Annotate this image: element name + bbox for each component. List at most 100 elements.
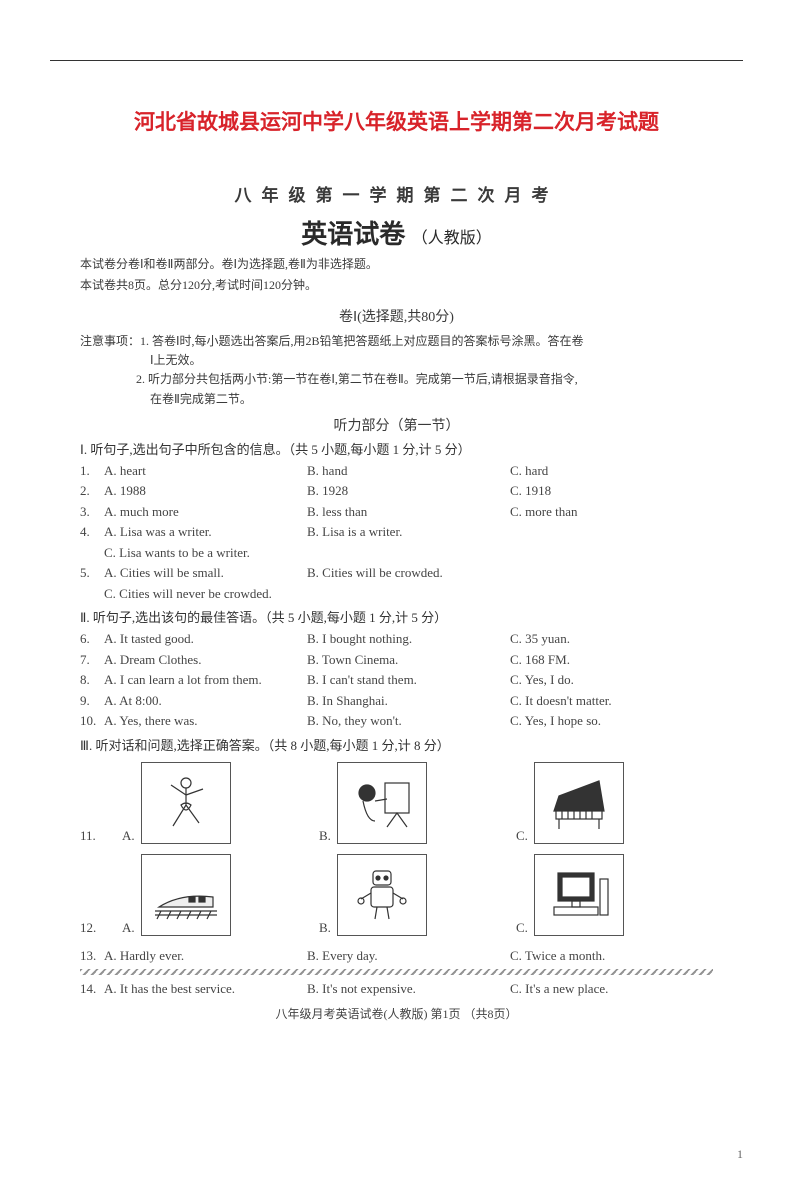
opt-a: A. It has the best service. [104, 979, 307, 999]
question-row: 14.A. It has the best service.B. It's no… [80, 979, 713, 999]
document-title: 河北省故城县运河中学八年级英语上学期第二次月考试题 [80, 106, 713, 136]
wavy-separator [80, 969, 713, 975]
q-num: 3. [80, 502, 104, 522]
opt-a: A. Cities will be small. [104, 563, 307, 583]
opt-c [510, 522, 713, 542]
opt-b: B. Cities will be crowded. [307, 563, 510, 583]
question-row: 8.A. I can learn a lot from them.B. I ca… [80, 670, 713, 690]
opt-c: C. more than [510, 502, 713, 522]
question-row: 3.A. much moreB. less thanC. more than [80, 502, 713, 522]
section1-instruction: Ⅰ. 听句子,选出句子中所包含的信息。（共 5 小题,每小题 1 分,计 5 分… [80, 439, 713, 458]
opt-b: B. Every day. [307, 946, 510, 966]
opt-c: C. Yes, I hope so. [510, 711, 713, 731]
section2-instruction: Ⅱ. 听句子,选出该句的最佳答语。（共 5 小题,每小题 1 分,计 5 分） [80, 607, 713, 626]
opt-a: A. Hardly ever. [104, 946, 307, 966]
opt-a: A. heart [104, 461, 307, 481]
opt-c: C. 1918 [510, 481, 713, 501]
notice-1a: 1. 答卷Ⅰ时,每小题选出答案后,用2B铅笔把答题纸上对应题目的答案标号涂黑。答… [140, 334, 584, 348]
opt-c: C. Lisa wants to be a writer. [80, 543, 713, 563]
opt-a: A. I can learn a lot from them. [104, 670, 307, 690]
q-num: 9. [80, 691, 104, 711]
opt-c: C. It's a new place. [510, 979, 713, 999]
robot-icon [337, 854, 427, 936]
opt-a: A. At 8:00. [104, 691, 307, 711]
opt-b: B. Town Cinema. [307, 650, 510, 670]
page-content: 河北省故城县运河中学八年级英语上学期第二次月考试题 八年级第一学期第二次月考 英… [0, 61, 793, 1022]
girl-painting-icon [337, 762, 427, 844]
question-row: 13.A. Hardly ever.B. Every day.C. Twice … [80, 946, 713, 966]
question-row: C. Cities will never be crowded. [80, 584, 713, 604]
question-row: 5.A. Cities will be small.B. Cities will… [80, 563, 713, 583]
computer-icon [534, 854, 624, 936]
q-num: 13. [80, 946, 104, 966]
opt-a: A. It tasted good. [104, 629, 307, 649]
question-row: 2.A. 1988B. 1928C. 1918 [80, 481, 713, 501]
opt-a-label: A. [122, 828, 135, 844]
q-num: 7. [80, 650, 104, 670]
question-row: 7.A. Dream Clothes.B. Town Cinema.C. 168… [80, 650, 713, 670]
q-num: 6. [80, 629, 104, 649]
opt-b-label: B. [319, 920, 331, 936]
opt-b: B. I can't stand them. [307, 670, 510, 690]
opt-b: B. less than [307, 502, 510, 522]
piano-icon [534, 762, 624, 844]
opt-b-label: B. [319, 828, 331, 844]
opt-a: A. Dream Clothes. [104, 650, 307, 670]
ballerina-icon [141, 762, 231, 844]
opt-b: B. I bought nothing. [307, 629, 510, 649]
notice-2a: 2. 听力部分共包括两小节:第一节在卷Ⅰ,第二节在卷Ⅱ。完成第一节后,请根据录音… [80, 370, 713, 389]
q-num: 12. [80, 920, 122, 936]
opt-c [510, 563, 713, 583]
question-row: 6.A. It tasted good.B. I bought nothing.… [80, 629, 713, 649]
opt-c: C. It doesn't matter. [510, 691, 713, 711]
opt-c: C. Yes, I do. [510, 670, 713, 690]
main-title: 英语试卷 （人教版） [80, 214, 713, 251]
notice-block: 注意事项：1. 答卷Ⅰ时,每小题选出答案后,用2B铅笔把答题纸上对应题目的答案标… [80, 332, 713, 409]
image-question-row: 11. A. B. C. [80, 762, 713, 844]
section3-instruction: Ⅲ. 听对话和问题,选择正确答案。（共 8 小题,每小题 1 分,计 8 分） [80, 735, 713, 754]
opt-a: A. much more [104, 502, 307, 522]
opt-b: B. 1928 [307, 481, 510, 501]
question-row: 9.A. At 8:00.B. In Shanghai.C. It doesn'… [80, 691, 713, 711]
main-title-text: 英语试卷 [301, 220, 405, 249]
edition-text: （人教版） [412, 230, 492, 247]
q-num: 1. [80, 461, 104, 481]
opt-b: B. hand [307, 461, 510, 481]
page-number: 1 [737, 1147, 743, 1162]
page-footer: 八年级月考英语试卷(人教版) 第1页 （共8页） [80, 1005, 713, 1022]
q-num: 11. [80, 828, 122, 844]
opt-a: A. Lisa was a writer. [104, 522, 307, 542]
opt-b: B. It's not expensive. [307, 979, 510, 999]
part1-title: 卷Ⅰ(选择题,共80分) [80, 306, 713, 326]
opt-c: C. hard [510, 461, 713, 481]
meta-line-1: 本试卷分卷Ⅰ和卷Ⅱ两部分。卷Ⅰ为选择题,卷Ⅱ为非选择题。 [80, 255, 713, 273]
question-row: 1.A. heartB. handC. hard [80, 461, 713, 481]
listening-title: 听力部分（第一节） [80, 415, 713, 435]
opt-c: C. Twice a month. [510, 946, 713, 966]
notice-1b: Ⅰ上无效。 [80, 351, 713, 370]
image-question-row: 12. A. B. C. [80, 854, 713, 936]
q-num: 2. [80, 481, 104, 501]
opt-c: C. Cities will never be crowded. [80, 584, 713, 604]
question-row: 4.A. Lisa was a writer.B. Lisa is a writ… [80, 522, 713, 542]
opt-b: B. Lisa is a writer. [307, 522, 510, 542]
sub-header: 八年级第一学期第二次月考 [80, 181, 713, 206]
opt-c: C. 35 yuan. [510, 629, 713, 649]
q-num: 5. [80, 563, 104, 583]
opt-a-label: A. [122, 920, 135, 936]
opt-c: C. 168 FM. [510, 650, 713, 670]
notice-label: 注意事项： [80, 334, 140, 348]
meta-line-2: 本试卷共8页。总分120分,考试时间120分钟。 [80, 276, 713, 294]
train-icon [141, 854, 231, 936]
opt-c-label: C. [516, 828, 528, 844]
opt-a: A. Yes, there was. [104, 711, 307, 731]
opt-a: A. 1988 [104, 481, 307, 501]
question-row: 10.A. Yes, there was.B. No, they won't.C… [80, 711, 713, 731]
question-row: C. Lisa wants to be a writer. [80, 543, 713, 563]
opt-c-label: C. [516, 920, 528, 936]
q-num: 4. [80, 522, 104, 542]
opt-b: B. In Shanghai. [307, 691, 510, 711]
notice-2b: 在卷Ⅱ完成第二节。 [80, 390, 713, 409]
opt-b: B. No, they won't. [307, 711, 510, 731]
q-num: 10. [80, 711, 104, 731]
